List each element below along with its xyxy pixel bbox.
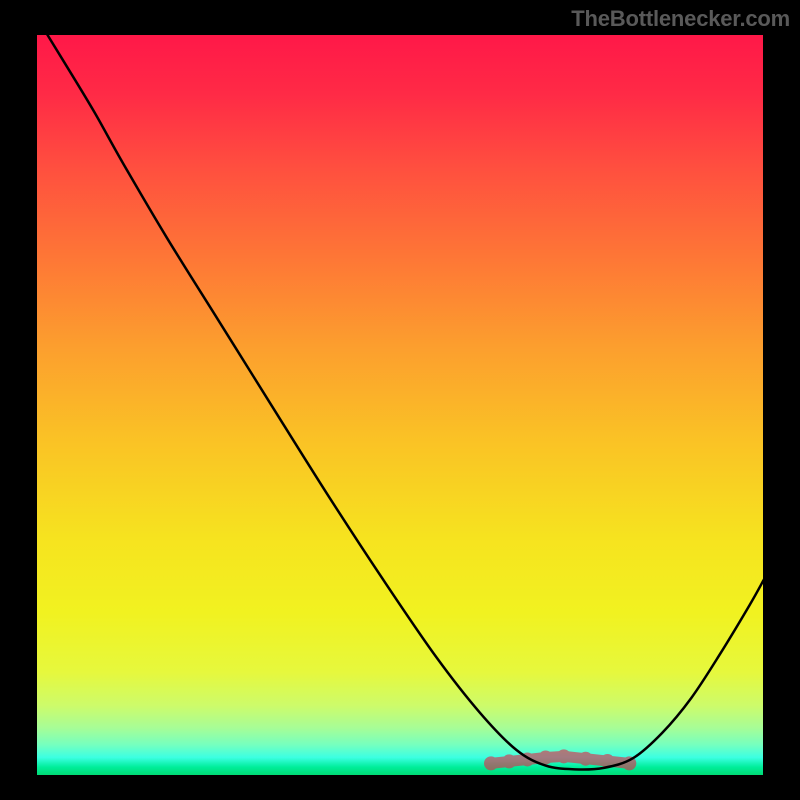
watermark-text: TheBottlenecker.com bbox=[571, 6, 790, 32]
chart-container: TheBottlenecker.com bbox=[0, 0, 800, 800]
bottleneck-curve-chart bbox=[0, 0, 800, 800]
